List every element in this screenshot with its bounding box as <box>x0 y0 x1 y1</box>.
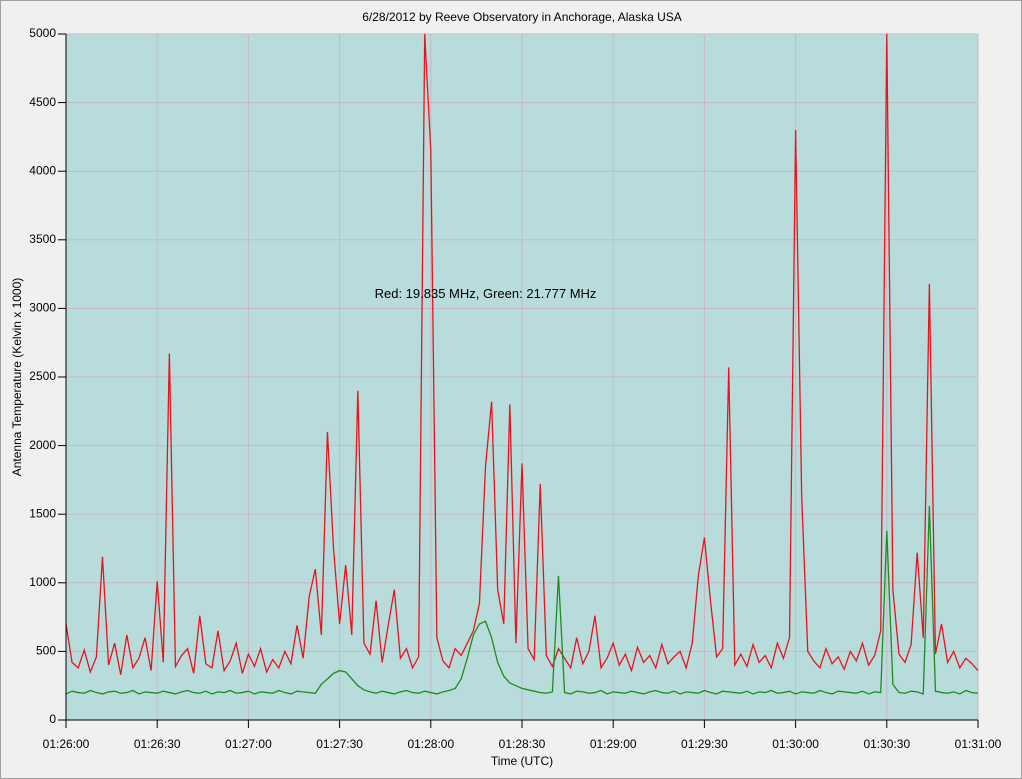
y-tick-label: 3500 <box>29 232 56 246</box>
lines <box>65 33 979 695</box>
y-tick-label: 5000 <box>29 26 56 40</box>
y-tick-label: 2500 <box>29 369 56 383</box>
grid <box>65 33 979 721</box>
data-line <box>65 33 979 675</box>
y-tick-label: 2000 <box>29 438 56 452</box>
chart-title: 6/28/2012 by Reeve Observatory in Anchor… <box>362 10 682 24</box>
x-axis-label: Time (UTC) <box>491 754 553 768</box>
x-tick-label: 01:28:30 <box>499 737 546 751</box>
x-tick-label: 01:31:00 <box>955 737 1002 751</box>
x-tick-label: 01:30:00 <box>772 737 819 751</box>
x-tick-label: 01:28:00 <box>407 737 454 751</box>
y-tick-label: 4500 <box>29 95 56 109</box>
annotation: Red: 19.835 MHz, Green: 21.777 MHz <box>375 286 597 301</box>
y-tick-label: 0 <box>49 712 56 726</box>
axes: 0 500 1000 1500 2000 2500 3000 3500 4000 4500 5000… <box>29 26 1001 751</box>
x-tick-label: 01:26:00 <box>43 737 90 751</box>
y-axis-label: Antenna Temperature (Kelvin x 1000) <box>10 278 24 477</box>
x-tick-label: 01:27:00 <box>225 737 272 751</box>
y-tick-label: 3000 <box>29 301 56 315</box>
x-tick-label: 01:29:30 <box>681 737 728 751</box>
y-tick-label: 4000 <box>29 163 56 177</box>
x-tick-label: 01:26:30 <box>134 737 181 751</box>
x-tick-label: 01:29:00 <box>590 737 637 751</box>
y-tick-label: 500 <box>36 644 56 658</box>
x-tick-label: 01:27:30 <box>316 737 363 751</box>
y-tick-label: 1000 <box>29 575 56 589</box>
x-tick-label: 01:30:30 <box>863 737 910 751</box>
y-tick-label: 1500 <box>29 506 56 520</box>
data-line <box>65 505 979 695</box>
